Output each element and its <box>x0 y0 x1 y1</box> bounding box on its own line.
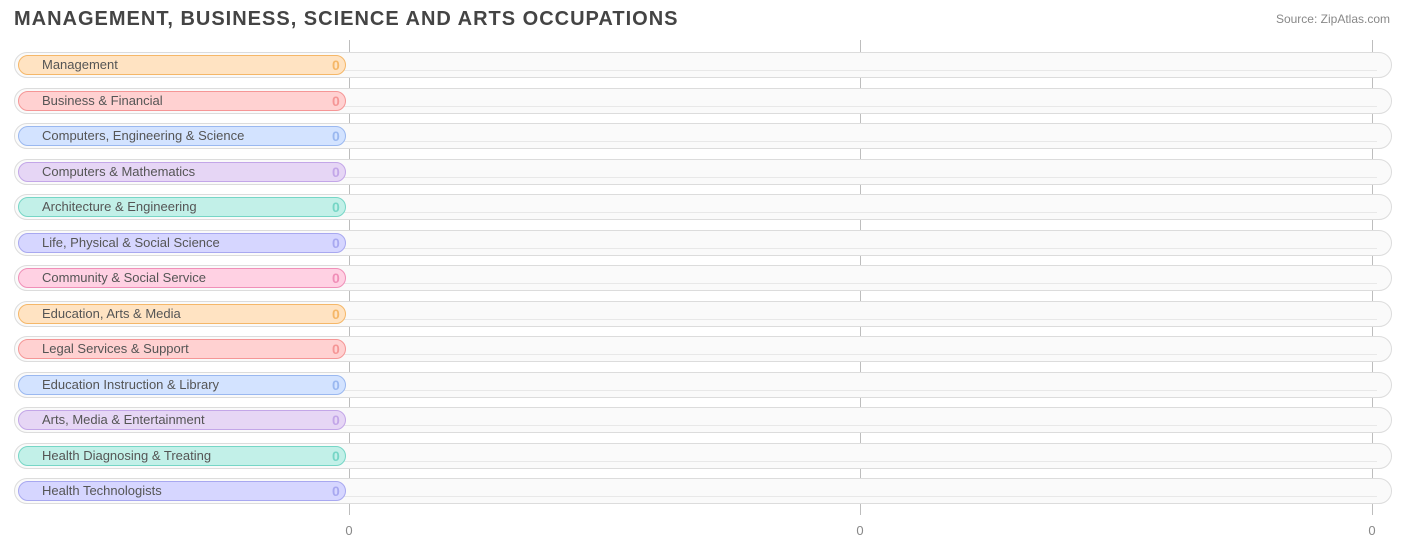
bar-row: Architecture & Engineering 0 <box>14 190 1394 226</box>
bar-row: Education, Arts & Media 0 <box>14 297 1394 333</box>
bar-row: Education Instruction & Library 0 <box>14 368 1394 404</box>
bar-row: Business & Financial 0 <box>14 84 1394 120</box>
bar-label: Community & Social Service <box>42 268 206 288</box>
bar-label: Architecture & Engineering <box>42 197 197 217</box>
bar-value: 0 <box>332 446 340 466</box>
rows-container: Management0Business & Financial0Computer… <box>14 48 1394 515</box>
bar-value: 0 <box>332 304 340 324</box>
bar-value: 0 <box>332 233 340 253</box>
bar-value: 0 <box>332 197 340 217</box>
bar-value: 0 <box>332 375 340 395</box>
x-axis-tick-label: 0 <box>856 523 863 538</box>
bar-label: Health Diagnosing & Treating <box>42 446 211 466</box>
bar-row: Health Diagnosing & Treating 0 <box>14 439 1394 475</box>
bar-row: Management 0 <box>14 48 1394 84</box>
bar-label: Business & Financial <box>42 91 163 111</box>
bar-row: Computers & Mathematics 0 <box>14 155 1394 191</box>
bar-value: 0 <box>332 481 340 501</box>
bar-value: 0 <box>332 126 340 146</box>
bar-value: 0 <box>332 339 340 359</box>
bar-value: 0 <box>332 162 340 182</box>
bar-label: Arts, Media & Entertainment <box>42 410 205 430</box>
chart-plot-area: Management0Business & Financial0Computer… <box>14 40 1394 540</box>
bar-label: Legal Services & Support <box>42 339 189 359</box>
bar-label: Education, Arts & Media <box>42 304 181 324</box>
bar-label: Computers, Engineering & Science <box>42 126 244 146</box>
bar-value: 0 <box>332 55 340 75</box>
bar-label: Life, Physical & Social Science <box>42 233 220 253</box>
bar-value: 0 <box>332 410 340 430</box>
x-axis-tick-label: 0 <box>1368 523 1375 538</box>
x-axis-tick-label: 0 <box>345 523 352 538</box>
source-attribution: Source: ZipAtlas.com <box>1276 12 1390 26</box>
chart-title: MANAGEMENT, BUSINESS, SCIENCE AND ARTS O… <box>14 8 678 31</box>
bar-label: Management <box>42 55 118 75</box>
bar-row: Health Technologists 0 <box>14 474 1394 510</box>
bar-row: Arts, Media & Entertainment 0 <box>14 403 1394 439</box>
bar-row: Life, Physical & Social Science 0 <box>14 226 1394 262</box>
bar-value: 0 <box>332 91 340 111</box>
bar-row: Computers, Engineering & Science 0 <box>14 119 1394 155</box>
bar-value: 0 <box>332 268 340 288</box>
bar-row: Community & Social Service 0 <box>14 261 1394 297</box>
bar-row: Legal Services & Support 0 <box>14 332 1394 368</box>
bar-label: Computers & Mathematics <box>42 162 195 182</box>
bar-label: Education Instruction & Library <box>42 375 219 395</box>
bar-label: Health Technologists <box>42 481 162 501</box>
